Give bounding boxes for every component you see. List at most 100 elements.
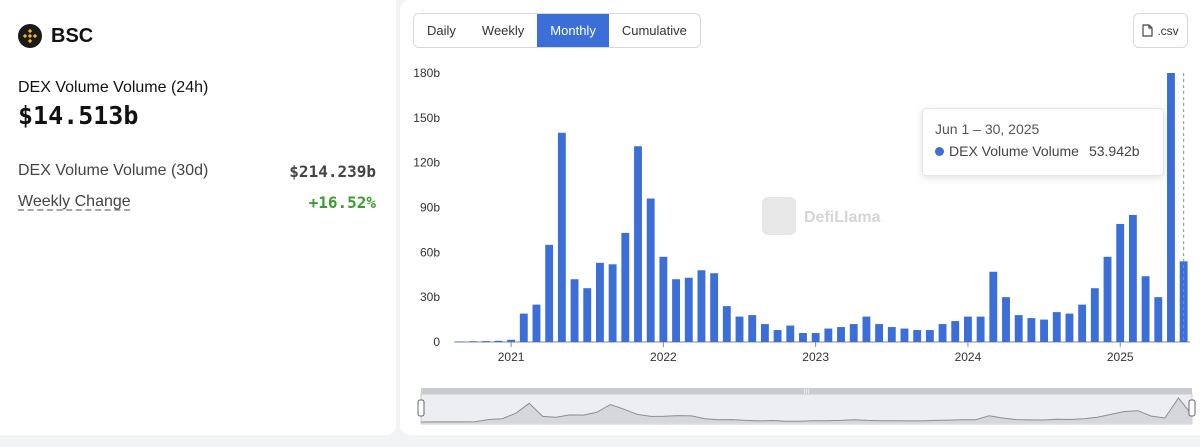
bar[interactable] — [1040, 319, 1049, 342]
bar[interactable] — [646, 198, 655, 342]
period-tabs: Daily Weekly Monthly Cumulative — [413, 13, 701, 48]
weekly-change-label[interactable]: Weekly Change — [18, 193, 131, 210]
bar[interactable] — [1167, 73, 1175, 342]
bar[interactable] — [786, 325, 795, 342]
bar[interactable] — [1027, 318, 1036, 342]
weekly-change-value: +16.52% — [308, 193, 376, 212]
volume-30d-row: DEX Volume Volume (30d) $214.239b — [18, 162, 376, 181]
bar[interactable] — [963, 316, 972, 342]
csv-label: .csv — [1157, 23, 1179, 38]
x-tick-label: 2024 — [955, 350, 982, 364]
bar[interactable] — [570, 279, 579, 342]
bar[interactable] — [456, 341, 465, 343]
y-tick-label: 0 — [433, 335, 440, 349]
tab-daily[interactable]: Daily — [414, 14, 469, 47]
bar[interactable] — [1128, 214, 1137, 342]
bar[interactable] — [557, 132, 566, 342]
tooltip-row: DEX Volume Volume 53.942b — [935, 143, 1151, 159]
bar[interactable] — [887, 327, 896, 342]
bar[interactable] — [1116, 223, 1125, 342]
x-tick-label: 2025 — [1107, 350, 1134, 364]
scroller-preview-area — [421, 398, 1192, 423]
bar[interactable] — [849, 324, 858, 342]
bar[interactable] — [494, 340, 503, 342]
bar[interactable] — [900, 328, 909, 342]
bar[interactable] — [595, 262, 604, 342]
bar[interactable] — [811, 333, 820, 342]
tab-cumulative[interactable]: Cumulative — [608, 14, 700, 47]
defillama-watermark: DefiLlama — [762, 197, 881, 235]
bar[interactable] — [748, 315, 757, 342]
bar[interactable] — [1014, 315, 1023, 342]
bar[interactable] — [659, 256, 668, 342]
bar[interactable] — [697, 270, 706, 342]
tab-monthly[interactable]: Monthly — [537, 14, 609, 47]
tab-weekly[interactable]: Weekly — [468, 14, 538, 47]
bar[interactable] — [507, 339, 516, 342]
watermark-text: DefiLlama — [804, 209, 881, 226]
chart-panel: Daily Weekly Monthly Cumulative .csv — [400, 0, 1200, 435]
y-tick-label: 150b — [413, 111, 440, 125]
scroller-handle-left[interactable] — [417, 399, 425, 417]
y-tick-label: 180b — [413, 66, 440, 80]
chain-header: BSC — [18, 24, 93, 48]
range-scroller[interactable]: ||| — [417, 388, 1196, 425]
bar[interactable] — [1154, 297, 1163, 342]
bar[interactable] — [634, 146, 642, 342]
file-icon — [1142, 24, 1153, 37]
volume-24h-label: DEX Volume Volume (24h) — [18, 79, 209, 96]
scroller-preview-line — [420, 397, 1193, 423]
bar[interactable] — [862, 316, 871, 342]
bar[interactable] — [938, 324, 947, 342]
bar[interactable] — [469, 341, 477, 342]
csv-download-button[interactable]: .csv — [1133, 13, 1188, 48]
bar[interactable] — [481, 341, 490, 342]
bar[interactable] — [608, 264, 617, 342]
bar[interactable] — [1065, 313, 1074, 342]
bar[interactable] — [672, 279, 681, 342]
volume-30d-label: DEX Volume Volume (30d) — [18, 162, 209, 179]
bar[interactable] — [1141, 276, 1150, 342]
volume-24h-value: $14.513b — [18, 101, 139, 130]
bar[interactable] — [1103, 256, 1112, 342]
bar[interactable] — [824, 328, 833, 342]
bar[interactable] — [837, 327, 845, 342]
bar[interactable] — [913, 330, 922, 342]
bar[interactable] — [1052, 312, 1061, 342]
bar[interactable] — [989, 271, 998, 342]
bar[interactable] — [545, 244, 554, 342]
bar[interactable] — [519, 313, 528, 342]
bar[interactable] — [760, 324, 769, 342]
x-tick-label: 2022 — [650, 350, 677, 364]
tooltip-date: Jun 1 – 30, 2025 — [935, 121, 1040, 137]
bar[interactable] — [799, 333, 807, 342]
bar[interactable] — [925, 330, 934, 342]
scroller-track[interactable] — [421, 388, 1192, 394]
bar[interactable] — [1078, 304, 1087, 342]
y-tick-label: 90b — [420, 201, 440, 215]
y-tick-label: 60b — [420, 245, 440, 259]
chain-name: BSC — [51, 24, 94, 47]
bar[interactable] — [1090, 288, 1099, 342]
bar[interactable] — [773, 330, 782, 342]
bar[interactable] — [735, 316, 744, 342]
tooltip-value: 53.942b — [1088, 143, 1140, 159]
bar[interactable] — [621, 232, 630, 342]
bar[interactable] — [875, 324, 884, 342]
scroller-handle-right[interactable] — [1188, 399, 1196, 417]
bar[interactable] — [583, 288, 592, 342]
y-tick-label: 120b — [413, 156, 440, 170]
bar[interactable] — [976, 316, 985, 342]
tooltip-series: DEX Volume Volume — [949, 143, 1079, 159]
bar[interactable] — [684, 277, 693, 342]
bar[interactable] — [532, 304, 541, 342]
llama-logo-icon — [762, 197, 796, 235]
bar[interactable] — [710, 273, 719, 342]
x-tick-label: 2021 — [498, 350, 525, 364]
x-tick-label: 2023 — [802, 350, 829, 364]
bar[interactable] — [722, 306, 731, 342]
bar[interactable] — [951, 321, 960, 342]
bar[interactable] — [1002, 297, 1010, 342]
drag-grip-icon[interactable]: ||| — [804, 389, 810, 396]
